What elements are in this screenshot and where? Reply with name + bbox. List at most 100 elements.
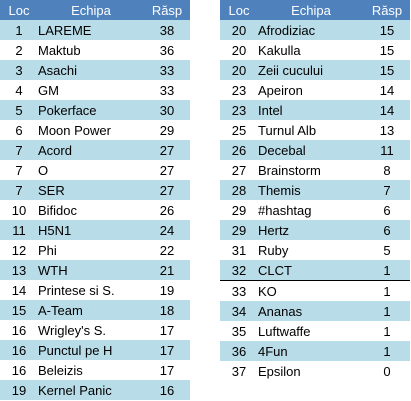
- table-row: 35 Luftwaffe 1: [220, 321, 410, 341]
- table-row: 1 LAREME 38: [0, 20, 190, 40]
- cell-team: LAREME: [38, 20, 144, 40]
- table-row: 34 Ananas 1: [220, 301, 410, 321]
- cell-loc: 27: [220, 160, 258, 180]
- table-row: 32 CLCT 1: [220, 260, 410, 281]
- cell-team: Maktub: [38, 40, 144, 60]
- cell-team: Themis: [258, 180, 364, 200]
- cell-team: WTH: [38, 260, 144, 280]
- cell-loc: 12: [0, 240, 38, 260]
- cell-team: Punctul pe H: [38, 340, 144, 360]
- cell-loc: 37: [220, 361, 258, 381]
- cell-loc: 20: [220, 60, 258, 80]
- cell-loc: 33: [220, 280, 258, 301]
- cell-score: 1: [364, 301, 410, 321]
- cell-team: Bifidoc: [38, 200, 144, 220]
- cell-team: Afrodiziac: [258, 20, 364, 40]
- cell-loc: 23: [220, 100, 258, 120]
- cell-team: O: [38, 160, 144, 180]
- cell-score: 8: [364, 160, 410, 180]
- cell-loc: 20: [220, 40, 258, 60]
- table-row: 5 Pokerface 30: [0, 100, 190, 120]
- table-row: 7 O 27: [0, 160, 190, 180]
- cell-score: 14: [364, 100, 410, 120]
- cell-score: 38: [144, 20, 190, 40]
- cell-loc: 2: [0, 40, 38, 60]
- cell-team: Kernel Panic: [38, 380, 144, 400]
- cell-team: Epsilon: [258, 361, 364, 381]
- table-row: 7 SER 27: [0, 180, 190, 200]
- cell-loc: 5: [0, 100, 38, 120]
- cell-score: 21: [144, 260, 190, 280]
- table-row: 12 Phi 22: [0, 240, 190, 260]
- cell-team: Wrigley's S.: [38, 320, 144, 340]
- cell-loc: 36: [220, 341, 258, 361]
- table-row: 23 Intel 14: [220, 100, 410, 120]
- cell-team: #hashtag: [258, 200, 364, 220]
- cell-score: 27: [144, 140, 190, 160]
- cell-loc: 28: [220, 180, 258, 200]
- table-row: 36 4Fun 1: [220, 341, 410, 361]
- cell-loc: 16: [0, 360, 38, 380]
- cell-score: 0: [364, 361, 410, 381]
- cell-score: 22: [144, 240, 190, 260]
- cell-team: Ruby: [258, 240, 364, 260]
- cell-loc: 14: [0, 280, 38, 300]
- table-row: 16 Beleizis 17: [0, 360, 190, 380]
- cell-team: H5N1: [38, 220, 144, 240]
- cell-team: Moon Power: [38, 120, 144, 140]
- table-row: 37 Epsilon 0: [220, 361, 410, 381]
- cell-team: Kakulla: [258, 40, 364, 60]
- cell-score: 16: [144, 380, 190, 400]
- cell-loc: 7: [0, 180, 38, 200]
- cell-team: Brainstorm: [258, 160, 364, 180]
- table-row: 3 Asachi 33: [0, 60, 190, 80]
- table-row: 20 Kakulla 15: [220, 40, 410, 60]
- header-team: Echipa: [258, 0, 364, 20]
- cell-loc: 35: [220, 321, 258, 341]
- cell-loc: 29: [220, 200, 258, 220]
- cell-loc: 10: [0, 200, 38, 220]
- table-row: 33 KO 1: [220, 280, 410, 301]
- cell-loc: 13: [0, 260, 38, 280]
- cell-score: 17: [144, 360, 190, 380]
- cell-team: Acord: [38, 140, 144, 160]
- cell-score: 26: [144, 200, 190, 220]
- cell-team: GM: [38, 80, 144, 100]
- table-row: 2 Maktub 36: [0, 40, 190, 60]
- table-row: 6 Moon Power 29: [0, 120, 190, 140]
- cell-loc: 31: [220, 240, 258, 260]
- cell-score: 1: [364, 341, 410, 361]
- cell-score: 7: [364, 180, 410, 200]
- header-row: Loc Echipa Răsp: [220, 0, 410, 20]
- cell-score: 1: [364, 260, 410, 281]
- cell-score: 29: [144, 120, 190, 140]
- cell-team: Turnul Alb: [258, 120, 364, 140]
- cell-score: 14: [364, 80, 410, 100]
- cell-score: 36: [144, 40, 190, 60]
- table-row: 31 Ruby 5: [220, 240, 410, 260]
- cell-loc: 23: [220, 80, 258, 100]
- cell-team: Decebal: [258, 140, 364, 160]
- cell-score: 6: [364, 200, 410, 220]
- table-row: 23 Apeiron 14: [220, 80, 410, 100]
- cell-loc: 11: [0, 220, 38, 240]
- cell-score: 11: [364, 140, 410, 160]
- cell-team: Phi: [38, 240, 144, 260]
- header-loc: Loc: [0, 0, 38, 20]
- cell-team: Hertz: [258, 220, 364, 240]
- cell-team: Apeiron: [258, 80, 364, 100]
- table-row: 28 Themis 7: [220, 180, 410, 200]
- cell-score: 17: [144, 320, 190, 340]
- ranking-table-left: Loc Echipa Răsp 1 LAREME 38 2 Maktub 36 3 Asach…: [0, 0, 190, 400]
- cell-team: CLCT: [258, 260, 364, 281]
- cell-score: 15: [364, 40, 410, 60]
- cell-loc: 26: [220, 140, 258, 160]
- table-row: 29 #hashtag 6: [220, 200, 410, 220]
- cell-score: 15: [364, 20, 410, 40]
- table-row: 16 Wrigley's S. 17: [0, 320, 190, 340]
- cell-team: Zeii cucului: [258, 60, 364, 80]
- cell-loc: 15: [0, 300, 38, 320]
- table-row: 20 Zeii cucului 15: [220, 60, 410, 80]
- table-row: 11 H5N1 24: [0, 220, 190, 240]
- cell-score: 17: [144, 340, 190, 360]
